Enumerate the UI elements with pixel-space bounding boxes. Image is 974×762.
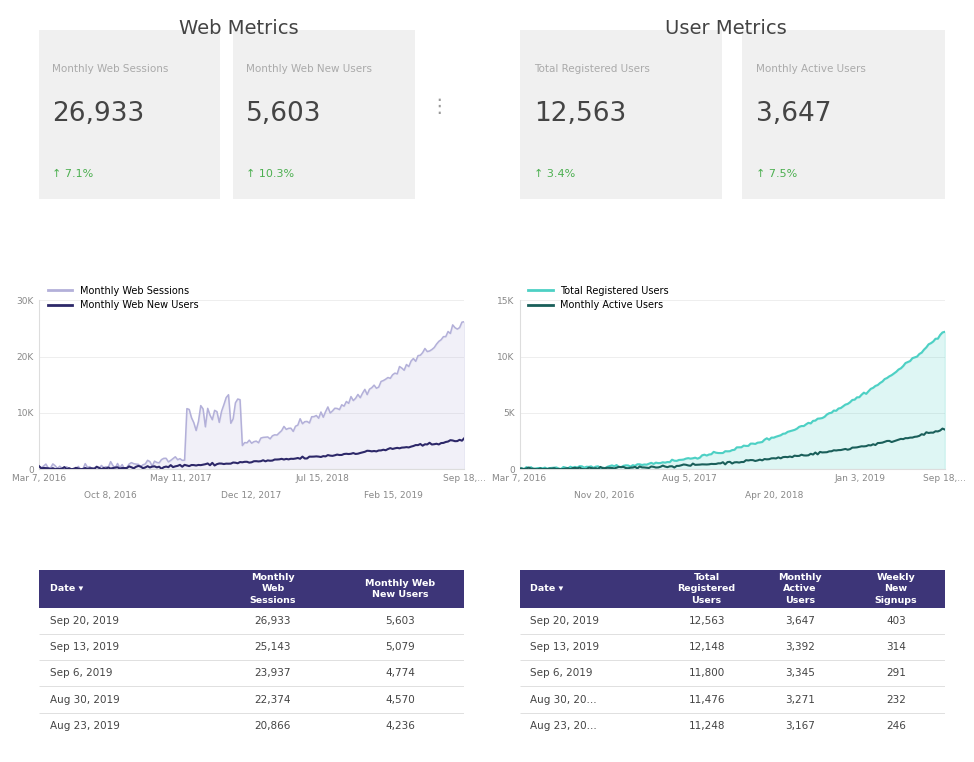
Bar [847, 571, 945, 607]
Text: 12,563: 12,563 [534, 101, 626, 127]
Text: 4,236: 4,236 [386, 721, 415, 731]
Text: Date ▾: Date ▾ [50, 584, 83, 594]
Text: 291: 291 [886, 668, 906, 678]
Text: Total
Registered
Users: Total Registered Users [678, 573, 735, 604]
Text: 4,774: 4,774 [386, 668, 415, 678]
Text: Sep 20, 2019: Sep 20, 2019 [50, 616, 119, 626]
Text: 11,800: 11,800 [689, 668, 725, 678]
Text: Sep 13, 2019: Sep 13, 2019 [530, 642, 599, 652]
Text: 3,392: 3,392 [785, 642, 815, 652]
Legend: Monthly Web Sessions, Monthly Web New Users: Monthly Web Sessions, Monthly Web New Us… [44, 282, 203, 314]
Text: User Metrics: User Metrics [664, 19, 787, 38]
Text: Monthly
Web
Sessions: Monthly Web Sessions [249, 573, 296, 604]
Text: Nov 20, 2016: Nov 20, 2016 [575, 491, 635, 500]
Bar [39, 660, 465, 687]
Text: Date ▾: Date ▾ [530, 584, 563, 594]
Text: Apr 20, 2018: Apr 20, 2018 [745, 491, 804, 500]
Text: ↑ 7.5%: ↑ 7.5% [757, 169, 798, 179]
Bar [519, 712, 945, 739]
Legend: Total Registered Users, Monthly Active Users: Total Registered Users, Monthly Active U… [524, 282, 673, 314]
Text: 26,933: 26,933 [254, 616, 291, 626]
Text: 11,476: 11,476 [689, 695, 725, 705]
Text: 3,167: 3,167 [785, 721, 815, 731]
Text: Sep 6, 2019: Sep 6, 2019 [50, 668, 112, 678]
Text: Monthly Web
New Users: Monthly Web New Users [365, 579, 435, 599]
Text: 3,345: 3,345 [785, 668, 815, 678]
Bar [337, 571, 465, 607]
Text: Aug 23, 20...: Aug 23, 20... [530, 721, 597, 731]
Bar [39, 687, 465, 712]
Bar [519, 687, 945, 712]
Bar [39, 634, 465, 660]
Text: 314: 314 [886, 642, 906, 652]
Text: 4,570: 4,570 [386, 695, 415, 705]
Text: ↑ 7.1%: ↑ 7.1% [52, 169, 93, 179]
Text: Sep 6, 2019: Sep 6, 2019 [530, 668, 592, 678]
Text: Oct 8, 2016: Oct 8, 2016 [84, 491, 136, 500]
Bar [209, 571, 337, 607]
Text: 12,563: 12,563 [689, 616, 725, 626]
Bar [39, 571, 209, 607]
Text: 12,148: 12,148 [689, 642, 725, 652]
Bar [519, 660, 945, 687]
Text: 26,933: 26,933 [52, 101, 144, 127]
Text: Aug 30, 20...: Aug 30, 20... [530, 695, 597, 705]
Text: Aug 23, 2019: Aug 23, 2019 [50, 721, 120, 731]
Text: 5,603: 5,603 [386, 616, 415, 626]
Bar [519, 607, 945, 634]
Text: ↑ 3.4%: ↑ 3.4% [534, 169, 575, 179]
Bar [519, 571, 659, 607]
Text: Web Metrics: Web Metrics [179, 19, 298, 38]
Text: Sep 13, 2019: Sep 13, 2019 [50, 642, 119, 652]
Text: Monthly
Active
Users: Monthly Active Users [778, 573, 822, 604]
Text: Dec 12, 2017: Dec 12, 2017 [221, 491, 281, 500]
Bar [39, 607, 465, 634]
Text: Feb 15, 2019: Feb 15, 2019 [363, 491, 423, 500]
Bar [659, 571, 754, 607]
Text: 25,143: 25,143 [254, 642, 291, 652]
Text: 5,079: 5,079 [386, 642, 415, 652]
Text: 22,374: 22,374 [254, 695, 291, 705]
Text: ↑ 10.3%: ↑ 10.3% [246, 169, 294, 179]
Text: Sep 20, 2019: Sep 20, 2019 [530, 616, 599, 626]
Text: Total Registered Users: Total Registered Users [534, 64, 650, 74]
Text: 23,937: 23,937 [254, 668, 291, 678]
Text: 403: 403 [886, 616, 906, 626]
Text: ⋮: ⋮ [430, 97, 449, 116]
Text: 5,603: 5,603 [246, 101, 321, 127]
Text: 3,271: 3,271 [785, 695, 815, 705]
Bar [754, 571, 847, 607]
Text: 232: 232 [886, 695, 906, 705]
Text: 246: 246 [886, 721, 906, 731]
Text: Monthly Active Users: Monthly Active Users [757, 64, 866, 74]
Text: Monthly Web Sessions: Monthly Web Sessions [52, 64, 169, 74]
Text: 3,647: 3,647 [757, 101, 832, 127]
Text: Weekly
New
Signups: Weekly New Signups [875, 573, 918, 604]
Text: 3,647: 3,647 [785, 616, 815, 626]
Bar [519, 634, 945, 660]
Text: 11,248: 11,248 [689, 721, 725, 731]
Text: Aug 30, 2019: Aug 30, 2019 [50, 695, 120, 705]
Text: Monthly Web New Users: Monthly Web New Users [246, 64, 372, 74]
Text: 20,866: 20,866 [254, 721, 291, 731]
Bar [39, 712, 465, 739]
